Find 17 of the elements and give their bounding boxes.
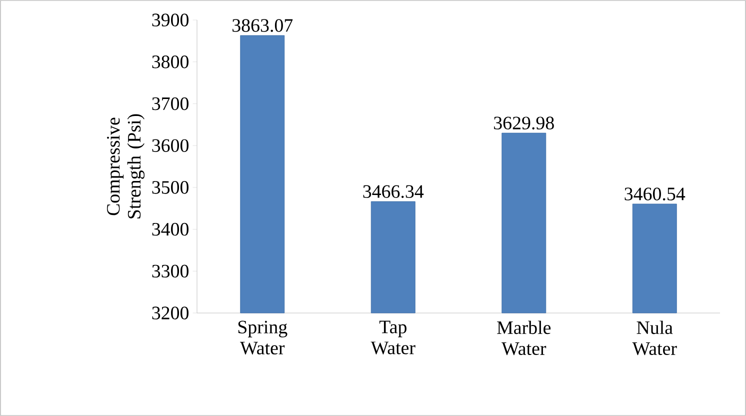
x-tick-label: Nula Water [632, 320, 677, 356]
y-tick-label: 3600 [152, 139, 189, 152]
y-tick-label: 3300 [152, 264, 189, 278]
y-tick-label: 3900 [152, 14, 189, 26]
x-tick-label: Tap Water [370, 320, 416, 354]
data-label: 3629.98 [494, 116, 554, 130]
y-tick-label: 3400 [152, 222, 189, 236]
data-label: 3863.07 [232, 19, 293, 32]
y-axis-title: Compressive Strength (Psi) [106, 114, 145, 218]
y-tick-label: 3500 [152, 181, 189, 194]
data-label: 3460.54 [624, 188, 686, 200]
data-label: 3466.34 [363, 185, 424, 198]
x-tick-label: Spring Water [238, 320, 288, 355]
y-tick-label: 3200 [152, 306, 189, 320]
y-tick-label: 3800 [152, 55, 189, 68]
y-tick-label: 3700 [152, 97, 189, 110]
x-tick-label: Marble Water [497, 320, 551, 356]
